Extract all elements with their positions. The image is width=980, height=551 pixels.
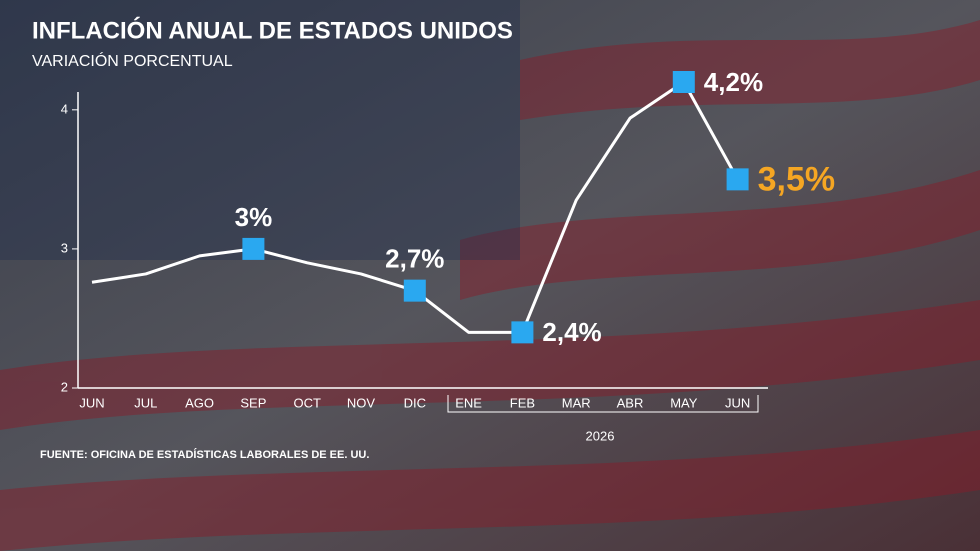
- chart-title: INFLACIÓN ANUAL DE ESTADOS UNIDOS: [32, 16, 513, 44]
- value-label: 2,4%: [542, 317, 601, 347]
- x-tick-label: JUN: [725, 395, 750, 410]
- flag-canton: [0, 0, 520, 260]
- marker: [242, 237, 265, 260]
- x-tick-label: FEB: [510, 395, 535, 410]
- value-label: 4,2%: [704, 67, 763, 97]
- x-tick-label: ENE: [455, 395, 482, 410]
- marker: [403, 279, 426, 302]
- x-tick-label: MAY: [670, 395, 698, 410]
- value-label: 3,5%: [758, 160, 836, 198]
- x-tick-label: OCT: [293, 395, 321, 410]
- value-label: 2,7%: [385, 244, 444, 274]
- x-tick-label: JUL: [134, 395, 157, 410]
- marker: [726, 168, 749, 191]
- x-tick-label: NOV: [347, 395, 376, 410]
- year-label: 2026: [586, 428, 615, 443]
- value-label: 3%: [235, 202, 273, 232]
- y-tick-label: 2: [61, 379, 68, 394]
- x-tick-label: JUN: [79, 395, 104, 410]
- x-tick-label: DIC: [404, 395, 426, 410]
- x-tick-label: MAR: [562, 395, 591, 410]
- year-bracket: [447, 395, 759, 413]
- chart-subtitle: VARIACIÓN PORCENTUAL: [32, 51, 233, 70]
- flag-stripes: [0, 20, 980, 551]
- marker: [511, 321, 534, 344]
- marker: [672, 71, 695, 93]
- x-tick-label: AGO: [185, 395, 214, 410]
- x-tick-label: SEP: [240, 395, 266, 410]
- y-tick-label: 3: [61, 240, 68, 255]
- source: FUENTE: OFICINA DE ESTADÍSTICAS LABORALE…: [40, 448, 369, 461]
- x-tick-label: ABR: [617, 395, 644, 410]
- y-tick-label: 4: [61, 101, 68, 116]
